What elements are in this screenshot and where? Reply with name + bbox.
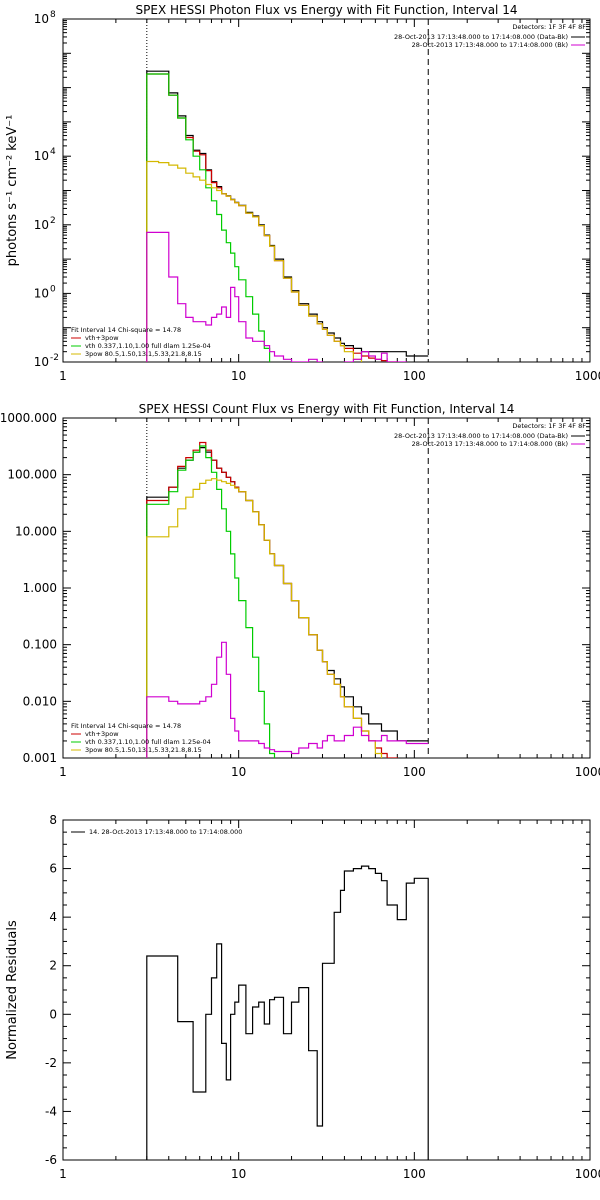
- series-2-line: [146, 73, 398, 362]
- y-tick-label: 10: [34, 149, 49, 163]
- x-tick-label: 1000: [575, 765, 600, 779]
- y-tick-label: 4: [49, 910, 57, 924]
- y-tick-label: 1.000: [23, 581, 57, 595]
- x-tick-label: 1000: [575, 1167, 600, 1181]
- fit-summary: Fit Interval 14 Chi-square = 14.78: [71, 722, 181, 730]
- legend-left-entry: vth+3pow: [85, 334, 119, 342]
- x-tick-label: 100: [403, 369, 426, 383]
- legend-right-entry: 28-Oct-2013 17:13:48.000 to 17:14:08.000…: [412, 41, 568, 49]
- chart-panel-1: SPEX HESSI Photon Flux vs Energy with Fi…: [5, 3, 600, 383]
- y-tick-label: 10: [34, 286, 49, 300]
- y-tick-label: -2: [45, 1056, 57, 1070]
- y-tick-label: 1000.000: [0, 411, 57, 425]
- x-tick-label: 1: [59, 765, 67, 779]
- y-tick-label: 10: [34, 12, 49, 26]
- y-tick-label: 0.001: [23, 751, 57, 765]
- x-tick-label: 100: [403, 1167, 426, 1181]
- data-area: [146, 865, 429, 1160]
- y-tick-label: 0: [49, 1007, 57, 1021]
- y-tick-exponent: 0: [50, 284, 56, 294]
- detectors-label: Detectors: 1F 3F 4F 8F: [512, 23, 586, 31]
- series-1-line: [146, 447, 429, 758]
- chart-title: SPEX HESSI Photon Flux vs Energy with Fi…: [136, 3, 518, 17]
- series-2-line: [146, 441, 398, 758]
- y-tick-label: 0.010: [23, 694, 57, 708]
- x-tick-label: 1000: [575, 369, 600, 383]
- chart-panel-3: 1 10 100 1000 -6 -4 -2 0 2 4 6 8 Normalized Residual…: [5, 813, 600, 1181]
- legend-left-entry: vth+3pow: [85, 730, 119, 738]
- x-tick-label: 10: [231, 1167, 246, 1181]
- y-axis-label: Normalized Residuals: [5, 920, 20, 1060]
- legend-left-entry: vth 0.337,1.10,1.00 full dlam 1.25e-04: [85, 738, 211, 746]
- series-1-line: [146, 865, 429, 1160]
- series-5-line: [146, 231, 407, 362]
- x-tick-label: 1: [59, 369, 67, 383]
- legend-right-entry: 28-Oct-2013 17:13:48.000 to 17:14:08.000…: [394, 432, 568, 440]
- y-tick-exponent: 4: [50, 147, 56, 157]
- y-tick-exponent: 8: [50, 10, 56, 20]
- legend-left-entry: 3pow 80.5,1.50,13.1,5.33,21.8,8.15: [85, 350, 202, 358]
- y-tick-label: 10: [34, 355, 49, 369]
- x-tick-label: 10: [231, 369, 246, 383]
- fit-summary: Fit Interval 14 Chi-square = 14.78: [71, 326, 181, 334]
- legend-right-entry: 28-Oct-2013 17:13:48.000 to 17:14:08.000…: [394, 33, 568, 41]
- series-3-line: [146, 73, 271, 362]
- chart-panel-2: SPEX HESSI Count Flux vs Energy with Fit…: [0, 402, 600, 779]
- y-tick-label: 100.000: [7, 468, 57, 482]
- legend-left-entry: vth 0.337,1.10,1.00 full dlam 1.25e-04: [85, 342, 211, 350]
- x-tick-label: 1: [59, 1167, 67, 1181]
- x-tick-label: 10: [231, 765, 246, 779]
- y-axis-label: photons s⁻¹ cm⁻² keV⁻¹: [5, 115, 20, 267]
- y-tick-label: 0.100: [23, 638, 57, 652]
- series-3-line: [146, 445, 276, 758]
- y-tick-label: 10: [34, 218, 49, 232]
- x-tick-label: 100: [403, 765, 426, 779]
- y-tick-label: 2: [49, 959, 57, 973]
- y-tick-label: -4: [45, 1104, 57, 1118]
- legend-right-entry: 28-Oct-2013 17:13:48.000 to 17:14:08.000…: [412, 440, 568, 448]
- detectors-label: Detectors: 1F 3F 4F 8F: [512, 422, 586, 430]
- y-tick-exponent: -2: [50, 353, 59, 363]
- series-4-line: [146, 160, 363, 362]
- y-tick-label: 8: [49, 813, 57, 827]
- plot-frame: [62, 417, 591, 759]
- y-tick-label: 6: [49, 862, 57, 876]
- y-tick-label: -6: [45, 1153, 57, 1167]
- data-area: [146, 70, 429, 362]
- series-5-line: [146, 641, 429, 758]
- y-tick-label: 10.000: [15, 524, 57, 538]
- plot-frame: [62, 18, 591, 363]
- plot-frame: [62, 819, 591, 1161]
- chart-title: SPEX HESSI Count Flux vs Energy with Fit…: [139, 402, 515, 416]
- series-1-line: [146, 70, 429, 362]
- series-4-line: [146, 478, 383, 758]
- y-tick-exponent: 2: [50, 216, 56, 226]
- legend-left-entry: 14. 28-Oct-2013 17:13:48.000 to 17:14:08…: [89, 828, 242, 836]
- data-area: [146, 441, 429, 758]
- legend-left-entry: 3pow 80.5,1.50,13.1,5.33,21.8,8.15: [85, 746, 202, 754]
